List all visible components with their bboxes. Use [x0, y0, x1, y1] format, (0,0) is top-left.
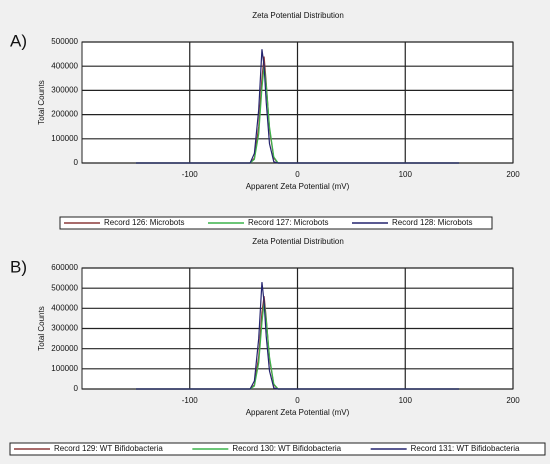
x-tick-label: 100: [399, 396, 413, 405]
x-tick-label: 100: [399, 170, 413, 179]
y-tick-label: 100000: [51, 364, 78, 373]
legend-label: Record 127: Microbots: [248, 218, 328, 227]
legend-label: Record 128: Microbots: [392, 218, 472, 227]
chart-title: Zeta Potential Distribution: [252, 237, 344, 246]
y-tick-label: 200000: [51, 344, 78, 353]
y-tick-label: 0: [74, 158, 79, 167]
y-tick-label: 100000: [51, 134, 78, 143]
legend-box: [9, 442, 546, 456]
chart-title: Zeta Potential Distribution: [252, 11, 344, 20]
x-axis-title: Apparent Zeta Potential (mV): [246, 182, 350, 191]
panel-label: B): [10, 257, 27, 276]
legend-label: Record 130: WT Bifidobacteria: [232, 444, 341, 453]
y-tick-label: 500000: [51, 283, 78, 292]
y-axis-title: Total Counts: [37, 306, 46, 350]
y-tick-label: 400000: [51, 61, 78, 70]
y-tick-label: 200000: [51, 110, 78, 119]
y-tick-label: 500000: [51, 37, 78, 46]
x-tick-label: 200: [506, 170, 520, 179]
data-line: [135, 282, 460, 390]
legend-label: Record 131: WT Bifidobacteria: [411, 444, 520, 453]
legend-box: [59, 216, 493, 230]
x-tick-label: -100: [182, 170, 199, 179]
legend-label: Record 126: Microbots: [104, 218, 184, 227]
y-axis-title: Total Counts: [37, 80, 46, 124]
y-tick-label: 0: [74, 384, 79, 393]
x-tick-label: -100: [182, 396, 199, 405]
y-tick-label: 600000: [51, 263, 78, 272]
x-tick-label: 0: [295, 170, 300, 179]
panel-label: A): [10, 31, 27, 50]
data-line: [135, 49, 460, 164]
y-tick-label: 400000: [51, 303, 78, 312]
y-tick-label: 300000: [51, 86, 78, 95]
x-tick-label: 0: [295, 396, 300, 405]
y-tick-label: 300000: [51, 324, 78, 333]
legend-label: Record 129: WT Bifidobacteria: [54, 444, 163, 453]
x-tick-label: 200: [506, 396, 520, 405]
x-axis-title: Apparent Zeta Potential (mV): [246, 408, 350, 417]
